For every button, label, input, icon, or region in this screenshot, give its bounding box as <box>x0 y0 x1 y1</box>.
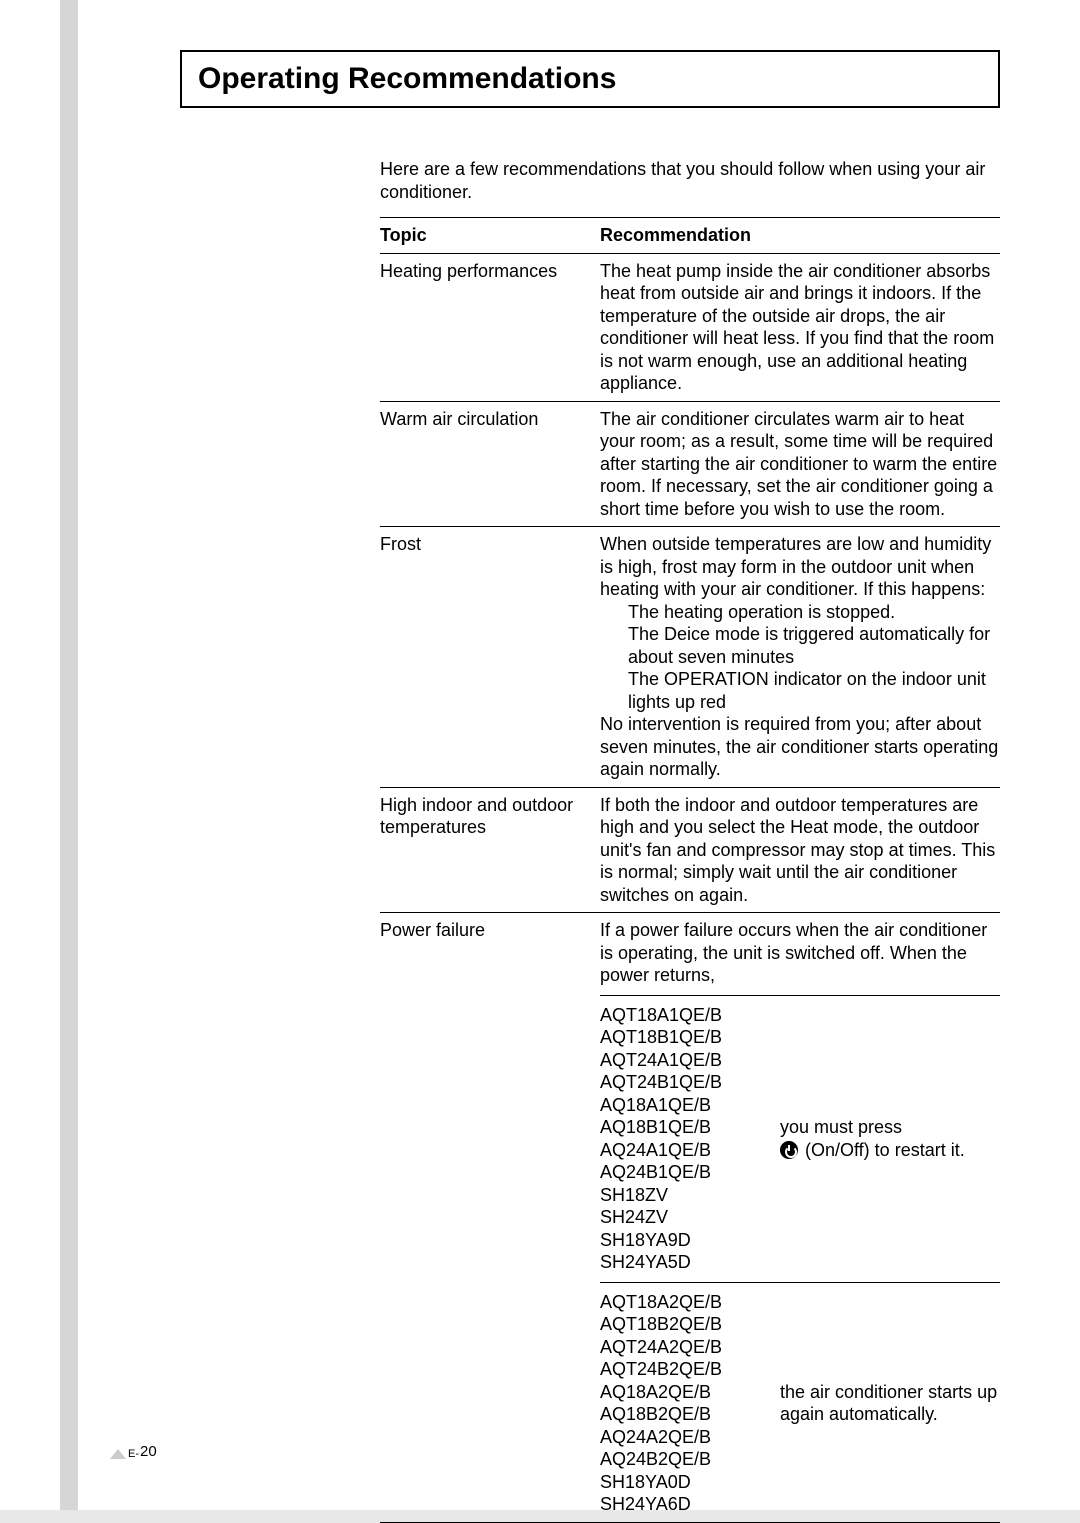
footer-triangle-icon <box>110 1449 126 1459</box>
power-failure-group: AQT18A2QE/B AQT18B2QE/B AQT24A2QE/B AQT2… <box>600 1282 1000 1516</box>
recommendation-cell: If a power failure occurs when the air c… <box>600 919 1000 1516</box>
header-recommendation: Recommendation <box>600 224 1000 247</box>
power-failure-group: AQT18A1QE/B AQT18B1QE/B AQT24A1QE/B AQT2… <box>600 995 1000 1274</box>
model-item: AQ18A1QE/B <box>600 1094 760 1117</box>
model-item: AQT18B2QE/B <box>600 1313 760 1336</box>
model-item: SH24YA6D <box>600 1493 760 1516</box>
power-failure-lead: If a power failure occurs when the air c… <box>600 919 1000 987</box>
header-topic: Topic <box>380 224 600 247</box>
power-icon <box>780 1141 798 1159</box>
topic-cell: Frost <box>380 533 600 781</box>
model-item: SH18ZV <box>600 1184 760 1207</box>
model-item: SH18YA9D <box>600 1229 760 1252</box>
model-list: AQT18A1QE/B AQT18B1QE/B AQT24A1QE/B AQT2… <box>600 1004 760 1274</box>
model-item: AQT24A2QE/B <box>600 1336 760 1359</box>
table-row: Heating performances The heat pump insid… <box>380 254 1000 402</box>
table-row: Warm air circulation The air conditioner… <box>380 402 1000 528</box>
model-item: AQ18B1QE/B <box>600 1116 760 1139</box>
frost-tail: No intervention is required from you; af… <box>600 713 1000 781</box>
table-row: Frost When outside temperatures are low … <box>380 527 1000 788</box>
model-item: SH24ZV <box>600 1206 760 1229</box>
topic-cell: Power failure <box>380 919 600 1516</box>
model-item: SH18YA0D <box>600 1471 760 1494</box>
recommendation-cell: The heat pump inside the air conditioner… <box>600 260 1000 395</box>
model-item: AQT18A2QE/B <box>600 1291 760 1314</box>
model-item: AQT24A1QE/B <box>600 1049 760 1072</box>
recommendations-table: Topic Recommendation Heating performance… <box>380 217 1000 1523</box>
topic-cell: Warm air circulation <box>380 408 600 521</box>
frost-bullet: The OPERATION indicator on the indoor un… <box>600 668 1000 713</box>
model-item: SH24YA5D <box>600 1251 760 1274</box>
model-item: AQ24B2QE/B <box>600 1448 760 1471</box>
accent-bar <box>60 0 78 1510</box>
model-item: AQ18B2QE/B <box>600 1403 760 1426</box>
frost-bullet: The Deice mode is triggered automaticall… <box>600 623 1000 668</box>
action-post: (On/Off) to restart it. <box>800 1140 965 1160</box>
frost-bullet: The heating operation is stopped. <box>600 601 1000 624</box>
table-row: Power failure If a power failure occurs … <box>380 913 1000 1522</box>
recommendation-cell: When outside temperatures are low and hu… <box>600 533 1000 781</box>
model-item: AQT18A1QE/B <box>600 1004 760 1027</box>
page-title: Operating Recommendations <box>198 62 982 96</box>
page-footer: E- 20 <box>110 1443 157 1460</box>
auto-restart-action: the air conditioner starts up again auto… <box>760 1381 1000 1426</box>
model-item: AQ24A1QE/B <box>600 1139 760 1162</box>
model-item: AQ18A2QE/B <box>600 1381 760 1404</box>
model-item: AQT24B1QE/B <box>600 1071 760 1094</box>
title-box: Operating Recommendations <box>180 50 1000 108</box>
frost-lead: When outside temperatures are low and hu… <box>600 533 1000 601</box>
table-header-row: Topic Recommendation <box>380 218 1000 254</box>
page-number-prefix: E- <box>128 1448 139 1460</box>
restart-action: you must press (On/Off) to restart it. <box>760 1116 1000 1161</box>
model-item: AQ24B1QE/B <box>600 1161 760 1184</box>
action-pre: you must press <box>780 1117 902 1137</box>
recommendation-cell: The air conditioner circulates warm air … <box>600 408 1000 521</box>
topic-cell: High indoor and outdoor temperatures <box>380 794 600 907</box>
topic-cell: Heating performances <box>380 260 600 395</box>
model-item: AQ24A2QE/B <box>600 1426 760 1449</box>
intro-paragraph: Here are a few recommendations that you … <box>380 158 1000 203</box>
model-item: AQT24B2QE/B <box>600 1358 760 1381</box>
table-row: High indoor and outdoor temperatures If … <box>380 788 1000 914</box>
model-list: AQT18A2QE/B AQT18B2QE/B AQT24A2QE/B AQT2… <box>600 1291 760 1516</box>
model-item: AQT18B1QE/B <box>600 1026 760 1049</box>
page-number: 20 <box>140 1443 157 1460</box>
content-area: Here are a few recommendations that you … <box>380 158 1000 1523</box>
recommendation-cell: If both the indoor and outdoor temperatu… <box>600 794 1000 907</box>
document-page: Operating Recommendations Here are a few… <box>0 0 1080 1510</box>
